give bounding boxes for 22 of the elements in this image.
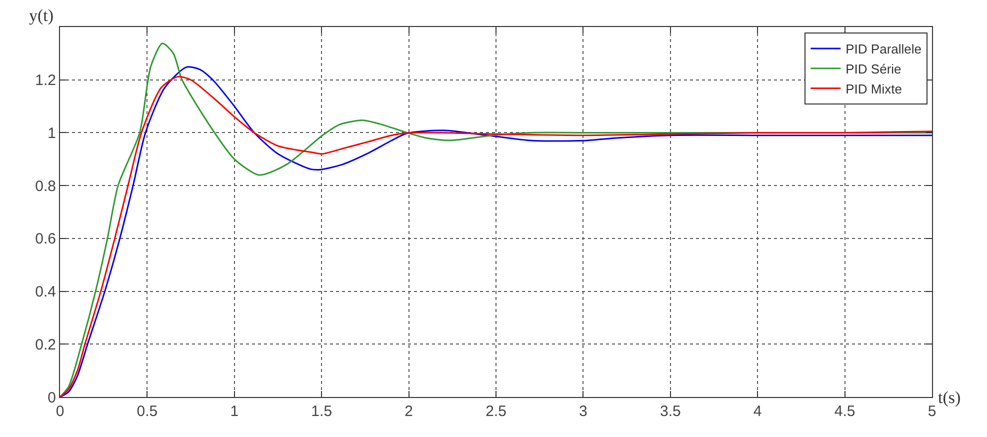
y-tick-label: 0.8: [35, 178, 56, 195]
x-tick-label: 3: [579, 403, 588, 420]
x-tick-label: 3.5: [660, 403, 681, 420]
legend-label: PID Série: [846, 61, 902, 76]
y-tick-label: 0: [48, 389, 56, 406]
x-tick-label: 2: [404, 403, 413, 420]
legend-label: PID Mixte: [846, 81, 902, 96]
x-tick-label: 0.5: [136, 403, 158, 420]
y-tick-label: 1: [48, 124, 56, 142]
x-tick-label: 2.5: [486, 403, 506, 420]
legend-label: PID Parallele: [846, 42, 922, 57]
x-tick-label: 1.5: [311, 403, 332, 420]
y-axis-title: y(t): [29, 6, 54, 25]
x-axis-title: t(s): [938, 388, 961, 407]
x-tick-label: 5: [928, 403, 936, 420]
x-tick-label: 4.5: [834, 403, 856, 420]
y-tick-label: 0.4: [35, 284, 56, 301]
y-tick-label: 1.2: [35, 72, 56, 90]
x-tick-label: 4: [753, 403, 762, 420]
y-tick-label: 0.2: [35, 336, 56, 354]
y-tick-label: 0.6: [35, 230, 56, 248]
x-tick-label: 1: [230, 403, 239, 420]
